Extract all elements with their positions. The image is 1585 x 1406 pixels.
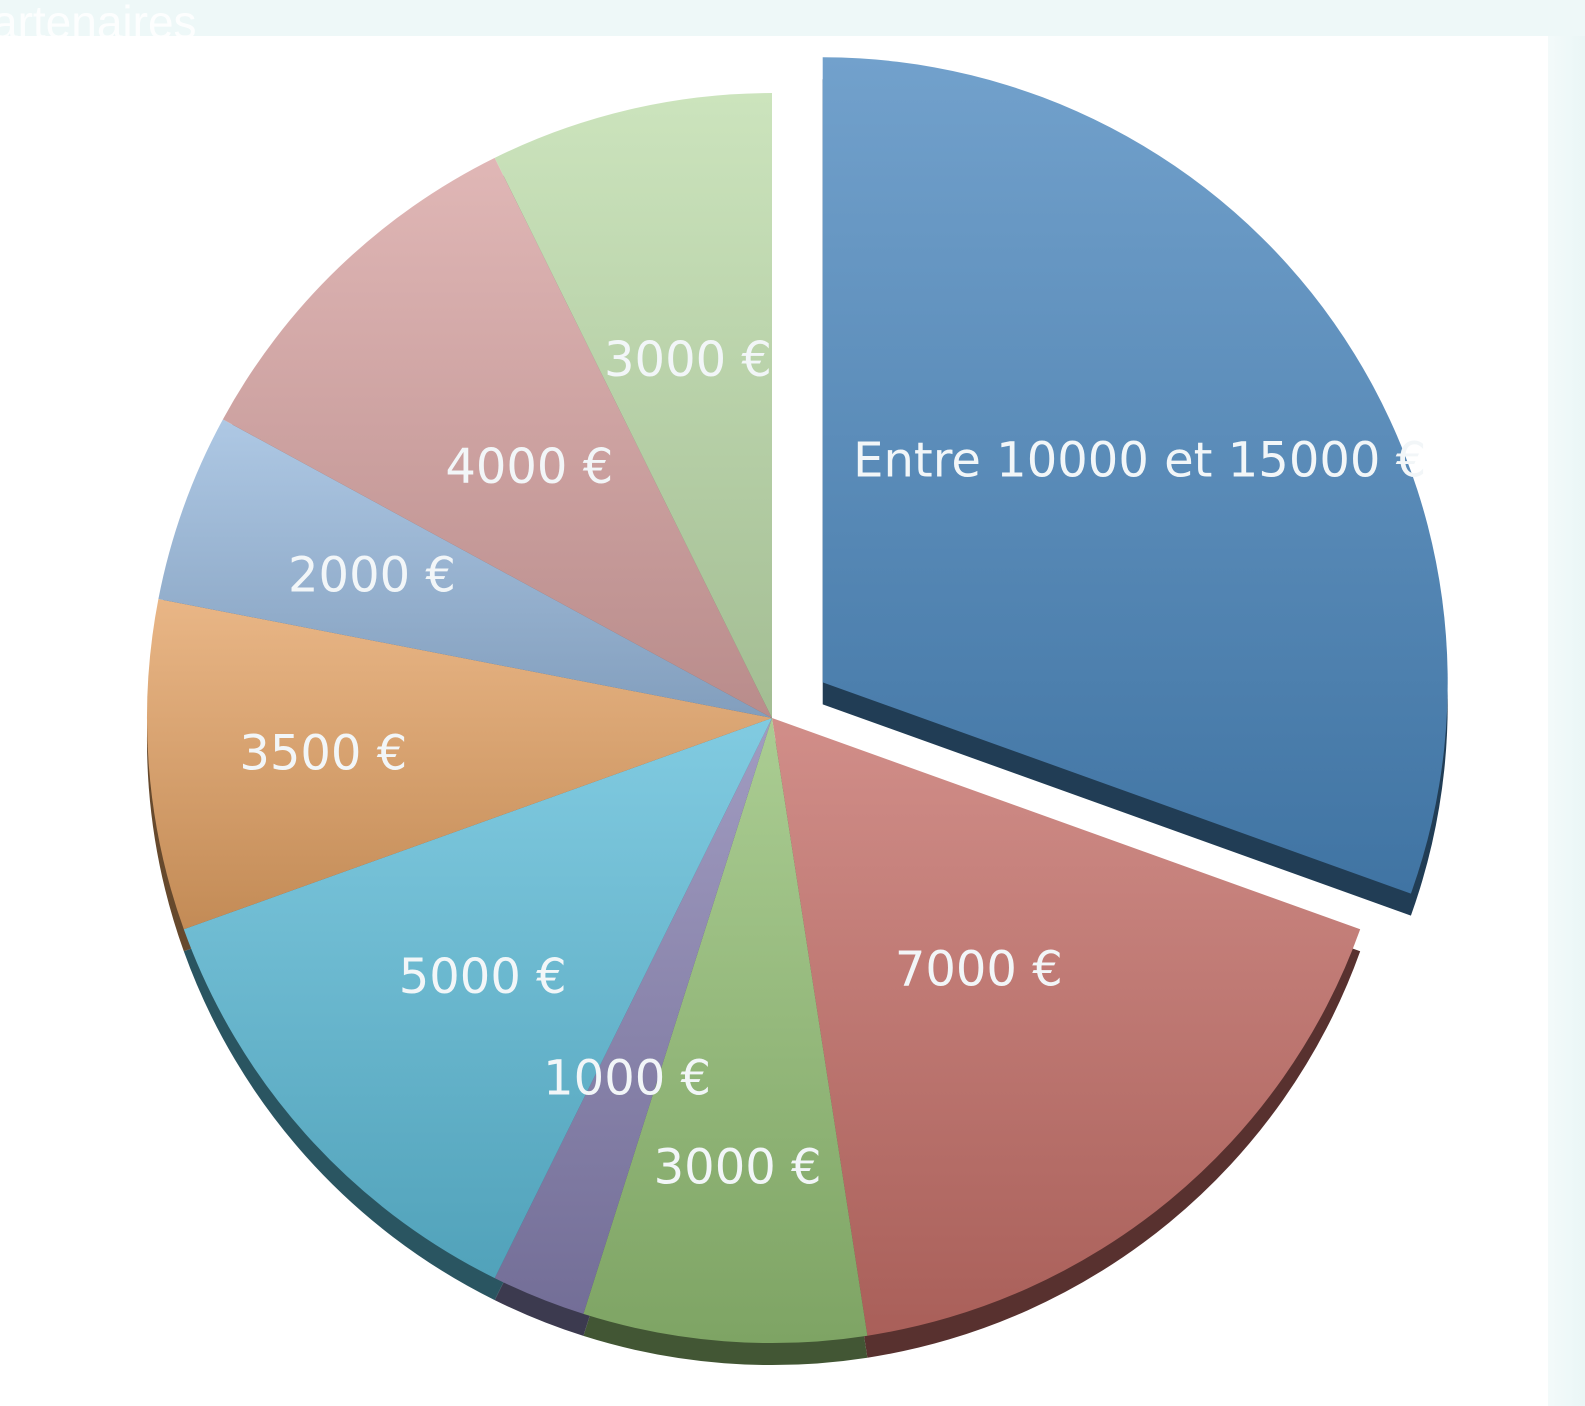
slice-label-6: 3500 € <box>239 725 407 781</box>
pie-slice-1-entre-10000-et-15000 <box>822 57 1448 894</box>
slice-label-8: 4000 € <box>445 439 613 495</box>
slice-label-4: 1000 € <box>543 1050 711 1106</box>
slice-label-7: 2000 € <box>288 547 456 603</box>
slice-label-5: 5000 € <box>399 949 567 1005</box>
pie-slice-4-1000 <box>494 718 772 1314</box>
slice-label-2: 7000 € <box>895 942 1063 998</box>
pie-slice-7-2000 <box>158 419 772 718</box>
pie-slice-6-3500 <box>146 599 772 930</box>
pie-slice-2-7000 <box>772 718 1361 1336</box>
pie-slice-8-4000 <box>222 157 772 718</box>
pie-slice-5-5000 <box>183 718 773 1279</box>
pie-slice-9-3000 <box>494 93 772 718</box>
slice-label-1: Entre 10000 et 15000 € <box>853 432 1426 488</box>
pie-slices <box>146 57 1448 1344</box>
pie-labels: Entre 10000 et 15000 € 7000 € 3000 € 1000 €… <box>239 332 1426 1196</box>
right-edge-panel <box>1548 36 1585 1406</box>
page-title: artenaires <box>0 0 197 48</box>
slice-label-9: 3000 € <box>604 332 772 388</box>
pie-slice-3-3000 <box>583 718 868 1344</box>
header-strip <box>0 0 1585 36</box>
slice-label-3: 3000 € <box>654 1140 822 1196</box>
